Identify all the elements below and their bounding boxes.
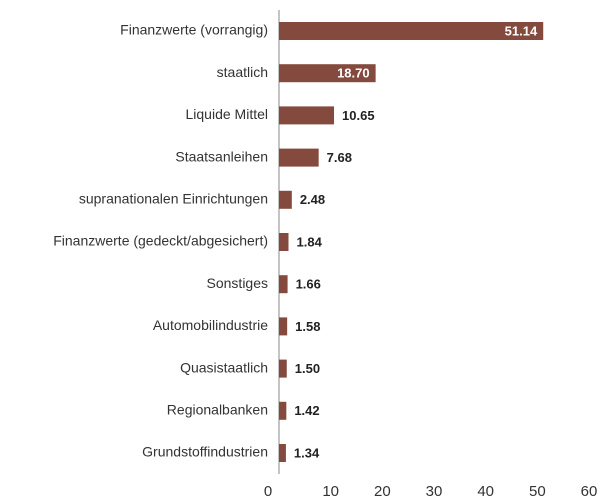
value-label: 2.48 — [300, 192, 325, 207]
category-label: Finanzwerte (gedeckt/abgesichert) — [53, 233, 268, 249]
bar — [279, 22, 544, 40]
value-label: 1.50 — [295, 361, 320, 376]
x-tick-label: 0 — [264, 483, 272, 500]
bar — [279, 359, 287, 378]
value-label: 1.58 — [295, 319, 320, 334]
value-label: 1.34 — [294, 445, 320, 460]
category-label: Finanzwerte (vorrangig) — [120, 22, 268, 38]
x-tick-label: 30 — [426, 483, 443, 500]
bar — [279, 317, 288, 336]
category-label: Quasistaatlich — [180, 359, 268, 375]
x-tick-label: 60 — [581, 483, 598, 500]
value-label: 18.70 — [337, 66, 370, 81]
category-label: staatlich — [217, 64, 268, 80]
x-tick-label: 40 — [477, 483, 494, 500]
bar — [279, 233, 289, 251]
bar — [279, 190, 292, 209]
bar — [279, 64, 376, 83]
value-label: 51.14 — [505, 23, 538, 38]
x-tick-label: 20 — [374, 483, 391, 500]
x-tick-label: 50 — [529, 483, 546, 500]
category-label: supranationalen Einrichtungen — [79, 191, 268, 207]
value-label: 1.84 — [297, 234, 323, 249]
bar — [279, 444, 286, 462]
value-label: 10.65 — [342, 108, 375, 123]
category-label: Sonstiges — [207, 275, 268, 291]
category-label: Automobilindustrie — [153, 317, 268, 333]
bar — [279, 148, 319, 167]
category-label: Liquide Mittel — [186, 106, 269, 122]
category-label: Staatsanleihen — [175, 148, 268, 164]
bar — [279, 106, 335, 125]
value-label: 1.42 — [294, 403, 319, 418]
bar — [279, 401, 287, 420]
bar — [279, 275, 288, 294]
value-label: 7.68 — [327, 150, 352, 165]
value-label: 1.66 — [296, 277, 321, 292]
category-label: Grundstoffindustrien — [142, 444, 268, 460]
x-tick-label: 10 — [322, 483, 339, 500]
category-label: Regionalbanken — [167, 402, 268, 418]
